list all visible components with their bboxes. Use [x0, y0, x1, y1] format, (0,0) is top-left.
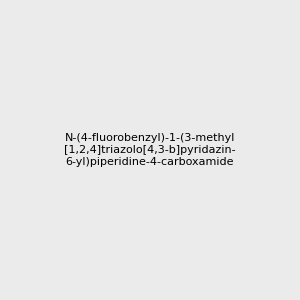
Text: N-(4-fluorobenzyl)-1-(3-methyl
[1,2,4]triazolo[4,3-b]pyridazin-
6-yl)piperidine-: N-(4-fluorobenzyl)-1-(3-methyl [1,2,4]tr… — [64, 134, 236, 166]
